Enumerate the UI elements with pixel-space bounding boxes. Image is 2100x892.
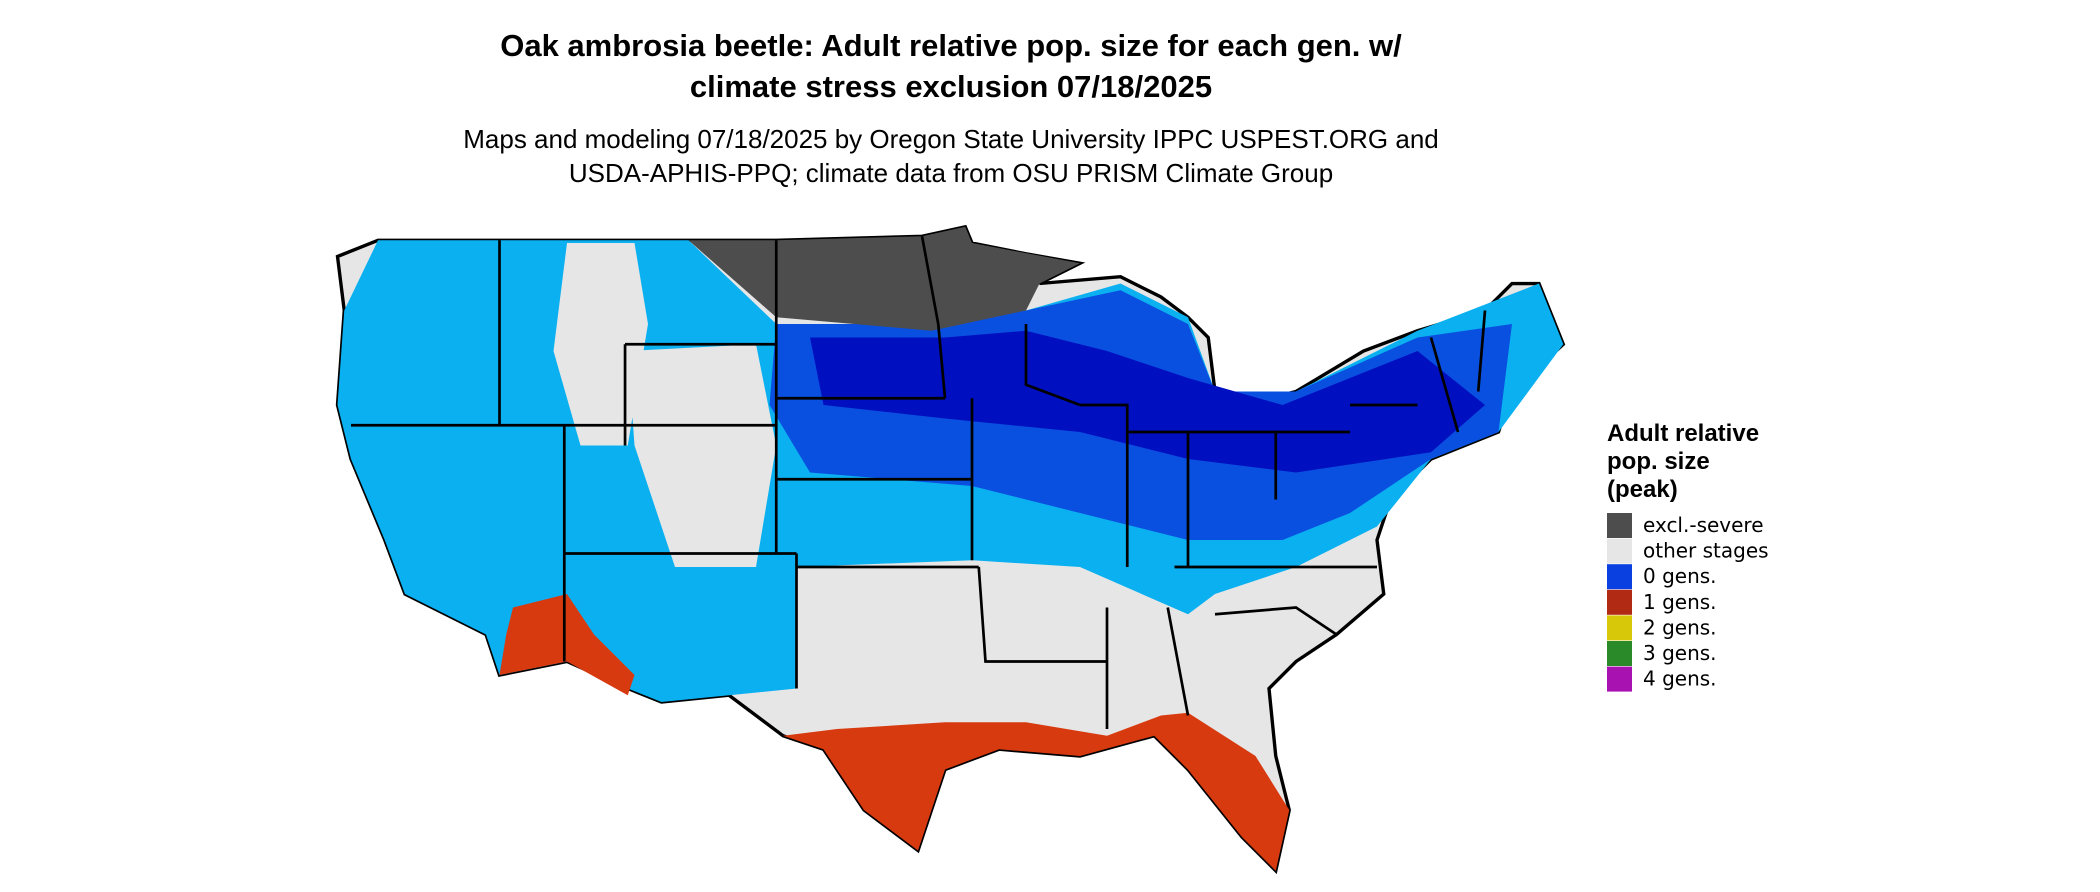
- title-line: Oak ambrosia beetle: Adult relative pop.…: [500, 28, 1402, 63]
- legend-swatch: [1607, 538, 1632, 564]
- legend-title: Adult relative: [1607, 420, 1759, 447]
- map: [335, 224, 1566, 875]
- legend-label: 3 gens.: [1643, 641, 1717, 665]
- region-dark-blue: [810, 330, 1485, 473]
- legend-swatch: [1607, 513, 1632, 538]
- region-gray-interior: [627, 344, 777, 567]
- legend-title: (peak): [1607, 476, 1678, 503]
- legend-label: excl.-severe: [1643, 513, 1764, 537]
- title-line: climate stress exclusion 07/18/2025: [690, 69, 1212, 104]
- legend-label: other stages: [1643, 539, 1769, 563]
- legend-label: 4 gens.: [1643, 667, 1717, 691]
- legend-swatch: [1607, 615, 1632, 641]
- subtitle-line: USDA-APHIS-PPQ; climate data from OSU PR…: [569, 158, 1333, 188]
- legend-swatch: [1607, 589, 1632, 615]
- legend-label: 2 gens.: [1643, 615, 1717, 639]
- legend-label: 0 gens.: [1643, 564, 1717, 588]
- legend-title: pop. size: [1607, 448, 1710, 475]
- legend-swatch: [1607, 564, 1632, 590]
- region-1-gen: [783, 712, 1290, 871]
- legend-swatch: [1607, 666, 1632, 692]
- region-excluded: [688, 226, 1080, 331]
- region-1-gen: [499, 594, 635, 696]
- legend-swatch: [1607, 641, 1632, 666]
- legend-label: 1 gens.: [1643, 590, 1717, 614]
- state-borders: [351, 236, 1487, 730]
- subtitle-line: Maps and modeling 07/18/2025 by Oregon S…: [463, 124, 1439, 154]
